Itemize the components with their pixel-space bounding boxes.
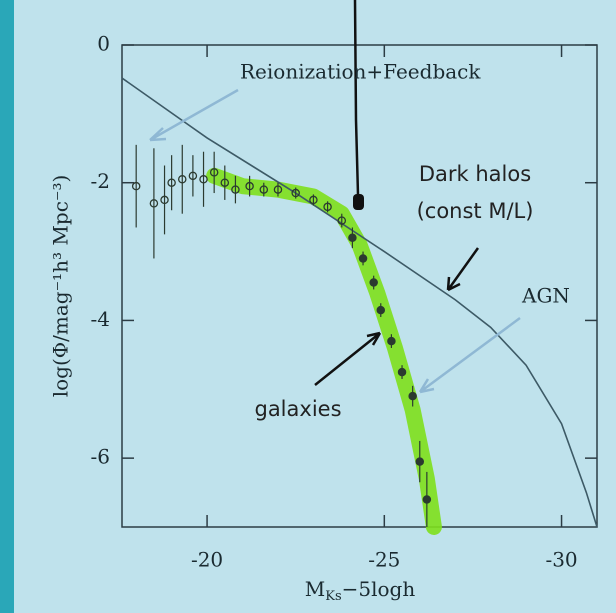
data-point <box>398 368 405 375</box>
data-point <box>349 234 356 241</box>
y-tick-label: -4 <box>91 307 110 331</box>
y-axis-label: log(Φ/mag⁻¹h³ Mpc⁻³) <box>49 175 73 398</box>
y-tick-label: 0 <box>97 32 110 56</box>
annotation: Reionization+Feedback <box>240 60 481 84</box>
x-axis-label-part: −5logh <box>342 577 416 601</box>
data-point <box>409 393 416 400</box>
annotation: AGN <box>521 284 570 308</box>
x-axis-label: MKs−5logh <box>305 577 416 604</box>
annotation: Dark halos <box>419 162 531 186</box>
data-point <box>416 458 423 465</box>
y-tick-label: -6 <box>91 445 110 469</box>
page: -20 -25 -30 0 -2 -4 -6 Reionization+Feedback D… <box>0 0 616 613</box>
y-tick-label: -2 <box>91 169 110 193</box>
data-point <box>423 496 430 503</box>
annotation: galaxies <box>254 397 341 421</box>
x-tick-label: -25 <box>368 548 400 572</box>
x-tick-label: -30 <box>545 548 577 572</box>
data-point <box>388 337 395 344</box>
pointer-tip <box>353 194 364 210</box>
x-axis-label-part: M <box>305 577 325 601</box>
data-point <box>370 279 377 286</box>
data-point <box>359 255 366 262</box>
chart: -20 -25 -30 0 -2 -4 -6 Reionization+Feedback D… <box>0 0 616 613</box>
x-tick-label: -20 <box>191 548 223 572</box>
x-axis-label-sub: Ks <box>325 589 341 604</box>
annotation: (const M/L) <box>417 199 534 223</box>
data-point <box>377 307 384 314</box>
